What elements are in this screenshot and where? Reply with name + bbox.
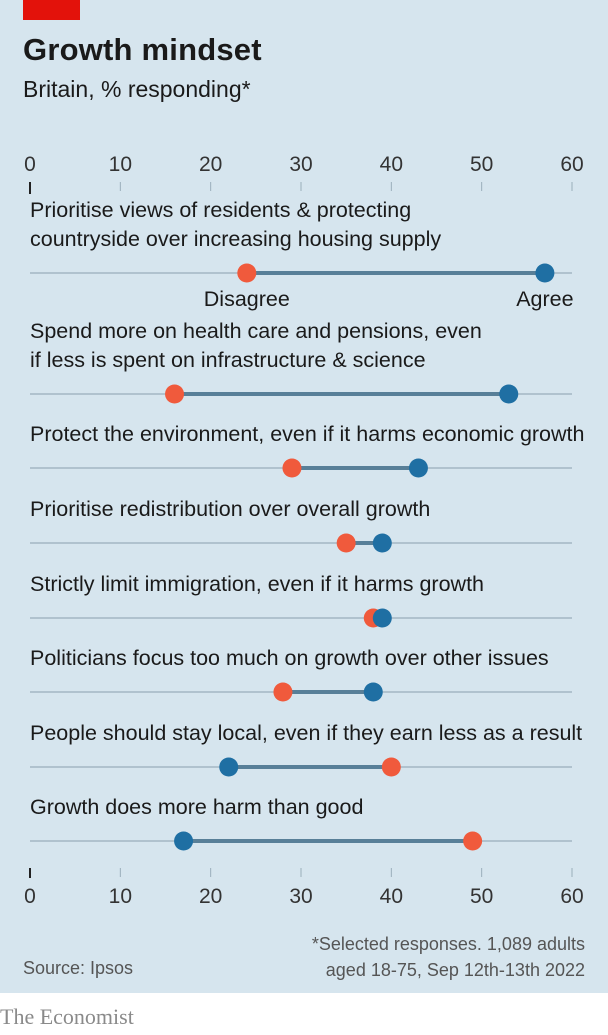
x-tick-label-top: 60 [560, 153, 583, 176]
x-tick-label-bottom: 60 [560, 885, 583, 908]
chart-title: Growth mindset [23, 32, 262, 67]
row-label: Growth does more harm than good [30, 795, 363, 819]
brand-bar [0, 993, 608, 1035]
legend-label-agree: Agree [516, 287, 573, 311]
dot-chart: 0 0 10 10 20 20 30 30 40 40 50 50 60 60 Prioritise vie… [24, 153, 584, 908]
source-note: Source: Ipsos [23, 958, 134, 978]
agree-dot [363, 682, 383, 702]
x-tick-label-bottom: 50 [470, 885, 493, 908]
disagree-dot [282, 458, 302, 478]
x-tick-label-top: 0 [24, 153, 36, 176]
x-tick-label-bottom: 10 [109, 885, 132, 908]
x-tick-label-top: 40 [380, 153, 403, 176]
row-label: if less is spent on infrastructure & sci… [30, 348, 426, 372]
row-label: countryside over increasing housing supp… [30, 227, 441, 251]
x-tick-label-bottom: 20 [199, 885, 222, 908]
row-label: Prioritise views of residents & protecti… [30, 198, 411, 222]
disagree-dot [273, 682, 293, 702]
disagree-dot [463, 831, 483, 851]
disagree-dot [336, 533, 356, 553]
agree-dot [174, 831, 194, 851]
chart-subtitle: Britain, % responding* [23, 76, 251, 102]
row-label: Protect the environment, even if it harm… [30, 422, 584, 446]
agree-dot [219, 757, 239, 777]
x-tick-label-bottom: 40 [380, 885, 403, 908]
x-tick-label-top: 20 [199, 153, 222, 176]
economist-red-tag [23, 0, 80, 20]
agree-dot [372, 608, 392, 628]
agree-dot [372, 533, 392, 553]
x-tick-label-bottom: 0 [24, 885, 36, 908]
disagree-dot [165, 384, 185, 404]
x-tick-label-top: 30 [289, 153, 312, 176]
brand-logo: The Economist [0, 1004, 134, 1029]
x-tick-label-top: 10 [109, 153, 132, 176]
x-tick-label-top: 50 [470, 153, 493, 176]
agree-dot [499, 384, 519, 404]
agree-dot [408, 458, 428, 478]
footnote: *Selected responses. 1,089 adults aged 1… [312, 931, 585, 983]
row-label: Strictly limit immigration, even if it h… [30, 572, 484, 596]
x-tick-label-bottom: 30 [289, 885, 312, 908]
row-label: Prioritise redistribution over overall g… [30, 497, 430, 521]
footnote-line-1: *Selected responses. 1,089 adults [311, 934, 585, 954]
disagree-dot [237, 263, 257, 283]
row-label: Spend more on health care and pensions, … [30, 319, 482, 343]
footnote-line-2: aged 18-75, Sep 12th-13th 2022 [325, 960, 585, 980]
row-label: People should stay local, even if they e… [30, 721, 582, 745]
legend-label-disagree: Disagree [204, 287, 290, 311]
disagree-dot [381, 757, 401, 777]
agree-dot [535, 263, 555, 283]
row-label: Politicians focus too much on growth ove… [30, 646, 549, 670]
